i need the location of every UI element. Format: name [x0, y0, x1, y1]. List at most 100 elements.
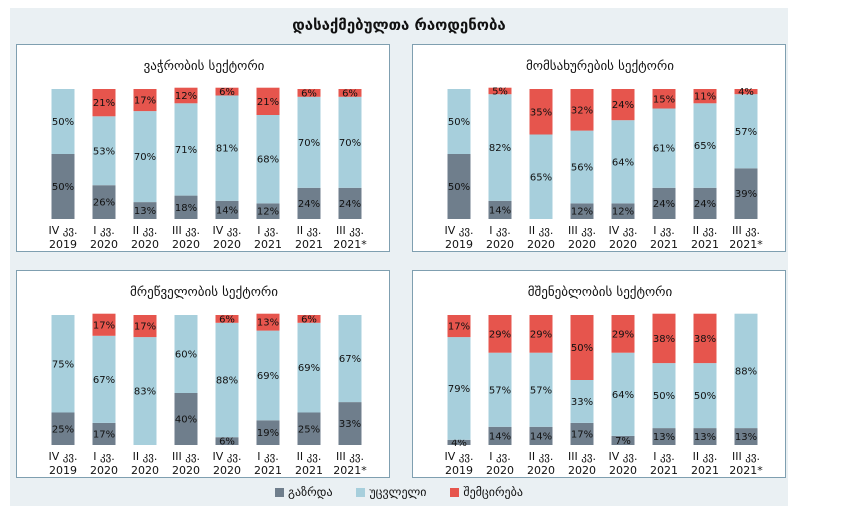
data-label-unchanged: 71%: [175, 145, 197, 156]
data-label-unchanged: 53%: [93, 146, 115, 157]
bar-segment-unchanged: [133, 111, 157, 203]
data-label-decrease: 17%: [93, 320, 115, 331]
x-tick-label-year: 2020: [90, 464, 118, 477]
x-tick-label-year: 2021: [254, 464, 282, 477]
chart-panel-services: მომსახურების სექტორი 50% 50% IV კვ. 2019 14% 8…: [412, 44, 786, 252]
x-tick-label: IV კვ.: [608, 450, 637, 463]
data-label-unchanged: 65%: [530, 172, 552, 183]
data-label-decrease: 6%: [301, 88, 317, 99]
x-tick-label: III კვ.: [172, 450, 200, 463]
bar-segment-unchanged: [215, 95, 239, 201]
x-tick-label-year: 2021*: [333, 238, 367, 251]
legend-item-increase: გაზრდა: [275, 482, 333, 502]
bar-segment-decrease: [488, 315, 512, 353]
data-label-unchanged: 64%: [612, 390, 634, 401]
x-tick-label-year: 2021*: [729, 238, 763, 251]
data-label-increase: 13%: [653, 432, 675, 443]
bar-segment-increase: [133, 202, 157, 219]
bar-segment-increase: [174, 195, 198, 219]
bar-segment-decrease: [297, 89, 321, 97]
bar-segment-increase: [215, 437, 239, 445]
x-tick-label-year: 2020: [213, 464, 241, 477]
x-tick-label: I კვ.: [653, 450, 675, 463]
data-label-unchanged: 65%: [694, 141, 716, 152]
bar-segment-unchanged: [133, 337, 157, 445]
bar-segment-decrease: [447, 315, 471, 338]
x-tick-label: IV კვ.: [48, 224, 77, 237]
data-label-increase: 50%: [448, 182, 470, 193]
data-label-decrease: 17%: [134, 322, 156, 333]
data-label-unchanged: 56%: [571, 163, 593, 174]
data-label-unchanged: 50%: [653, 391, 675, 402]
x-tick-label-year: 2020: [609, 238, 637, 251]
chart-panel-trade: ვაჭრობის სექტორი 50% 50% IV კვ. 2019 26% 53% 21…: [16, 44, 390, 252]
data-label-decrease: 24%: [612, 100, 634, 111]
x-tick-label-year: 2020: [568, 238, 596, 251]
data-label-decrease: 17%: [448, 322, 470, 333]
x-tick-label: II კვ.: [297, 224, 322, 237]
bar-segment-unchanged: [693, 363, 717, 429]
bar-segment-unchanged: [652, 108, 676, 188]
figure-title: დასაქმებულთა რაოდენობა: [292, 16, 506, 34]
bar-segment-unchanged: [447, 337, 471, 440]
bar-segment-decrease: [652, 89, 676, 109]
data-label-decrease: 21%: [93, 98, 115, 109]
x-tick-label: I კვ.: [257, 450, 279, 463]
bar-segment-unchanged: [529, 134, 553, 219]
bar-segment-increase: [693, 428, 717, 445]
data-label-decrease: 5%: [492, 86, 508, 97]
x-tick-label-year: 2019: [445, 464, 473, 477]
bar-segment-unchanged: [51, 315, 75, 413]
data-label-decrease: 13%: [257, 318, 279, 329]
bar-segment-unchanged: [529, 352, 553, 427]
data-label-decrease: 6%: [301, 314, 317, 325]
bar-segment-decrease: [734, 89, 758, 95]
x-tick-label-year: 2020: [172, 238, 200, 251]
x-tick-label-year: 2021: [254, 238, 282, 251]
legend-swatch-decrease: [450, 488, 460, 497]
bar-segment-unchanged: [611, 352, 635, 436]
data-label-increase: 12%: [257, 207, 279, 218]
data-label-decrease: 6%: [342, 88, 358, 99]
data-label-unchanged: 69%: [257, 371, 279, 382]
bar-segment-increase: [488, 200, 512, 219]
data-label-increase: 18%: [175, 203, 197, 214]
bar-segment-unchanged: [611, 120, 635, 204]
data-label-increase: 17%: [571, 429, 593, 440]
x-tick-label: III კვ.: [336, 224, 364, 237]
bar-segment-unchanged: [215, 322, 239, 438]
bar-segment-unchanged: [488, 94, 512, 201]
data-label-unchanged: 75%: [52, 359, 74, 370]
x-tick-label-year: 2019: [49, 238, 77, 251]
bar-segment-increase: [734, 428, 758, 445]
bar-segment-decrease: [529, 315, 553, 353]
data-label-increase: 33%: [339, 419, 361, 430]
x-tick-label-year: 2021: [295, 238, 323, 251]
bar-segment-increase: [611, 435, 635, 445]
legend-swatch-unchanged: [356, 488, 366, 497]
bar-segment-unchanged: [734, 94, 758, 169]
data-label-increase: 50%: [52, 182, 74, 193]
bar-segment-unchanged: [338, 96, 362, 188]
bar-segment-unchanged: [256, 115, 280, 204]
data-label-unchanged: 67%: [339, 354, 361, 365]
data-label-increase: 13%: [735, 432, 757, 443]
data-label-decrease: 38%: [653, 334, 675, 345]
bar-segment-unchanged: [570, 130, 594, 204]
bar-segment-unchanged: [174, 103, 198, 196]
x-tick-label-year: 2021*: [729, 464, 763, 477]
x-tick-label: III კვ.: [336, 450, 364, 463]
bar-segment-unchanged: [488, 352, 512, 427]
data-label-decrease: 15%: [653, 94, 675, 105]
bar-segment-increase: [297, 187, 321, 219]
bar-segment-unchanged: [92, 116, 116, 186]
bar-segment-decrease: [488, 87, 512, 95]
legend-label-increase: გაზრდა: [288, 485, 333, 499]
bar-segment-decrease: [133, 315, 157, 338]
data-label-increase: 7%: [615, 436, 631, 447]
bar-segment-decrease: [256, 313, 280, 331]
bar-segment-increase: [529, 426, 553, 445]
data-label-decrease: 4%: [738, 87, 754, 98]
data-label-increase: 4%: [451, 438, 467, 449]
